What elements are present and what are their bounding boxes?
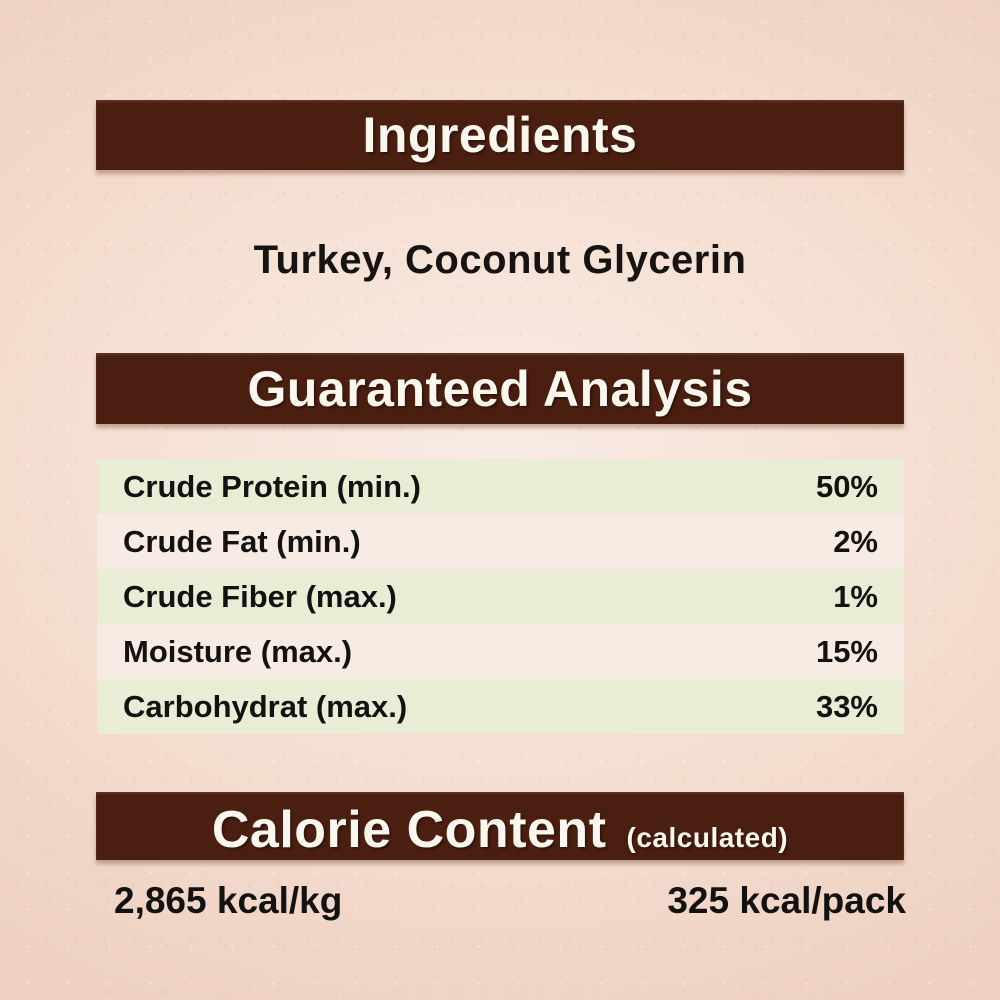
row-value: 15% xyxy=(815,633,878,669)
ingredients-title: Ingredients xyxy=(362,107,638,163)
row-value: 33% xyxy=(815,688,878,724)
calorie-content-header: Calorie Content (calculated) xyxy=(96,792,904,860)
guaranteed-analysis-table: Crude Protein (min.) 50% Crude Fat (min.… xyxy=(97,459,904,734)
table-row: Moisture (max.) 15% xyxy=(97,624,904,679)
ingredients-list: Turkey, Coconut Glycerin xyxy=(253,238,747,282)
calorie-content-qualifier: (calculated) xyxy=(626,822,789,853)
guaranteed-analysis-header: Guaranteed Analysis xyxy=(96,353,904,424)
row-label: Crude Fat (min.) xyxy=(123,523,361,559)
table-row: Carbohydrat (max.) 33% xyxy=(97,679,904,734)
calorie-values-row: 2,865 kcal/kg 325 kcal/pack xyxy=(96,880,906,922)
calories-per-kg: 2,865 kcal/kg xyxy=(114,880,343,921)
row-label: Moisture (max.) xyxy=(123,633,353,669)
row-value: 1% xyxy=(833,578,878,614)
table-row: Crude Fat (min.) 2% xyxy=(97,514,904,569)
row-label: Crude Protein (min.) xyxy=(123,468,421,504)
row-value: 50% xyxy=(815,468,878,504)
guaranteed-analysis-title: Guaranteed Analysis xyxy=(247,360,753,417)
calories-per-pack: 325 kcal/pack xyxy=(667,880,906,921)
ingredients-header: Ingredients xyxy=(96,100,904,170)
row-label: Carbohydrat (max.) xyxy=(123,688,408,724)
table-row: Crude Protein (min.) 50% xyxy=(97,459,904,514)
row-label: Crude Fiber (max.) xyxy=(123,578,397,614)
calorie-content-title: Calorie Content xyxy=(211,801,607,859)
table-row: Crude Fiber (max.) 1% xyxy=(97,569,904,624)
row-value: 2% xyxy=(833,523,878,559)
